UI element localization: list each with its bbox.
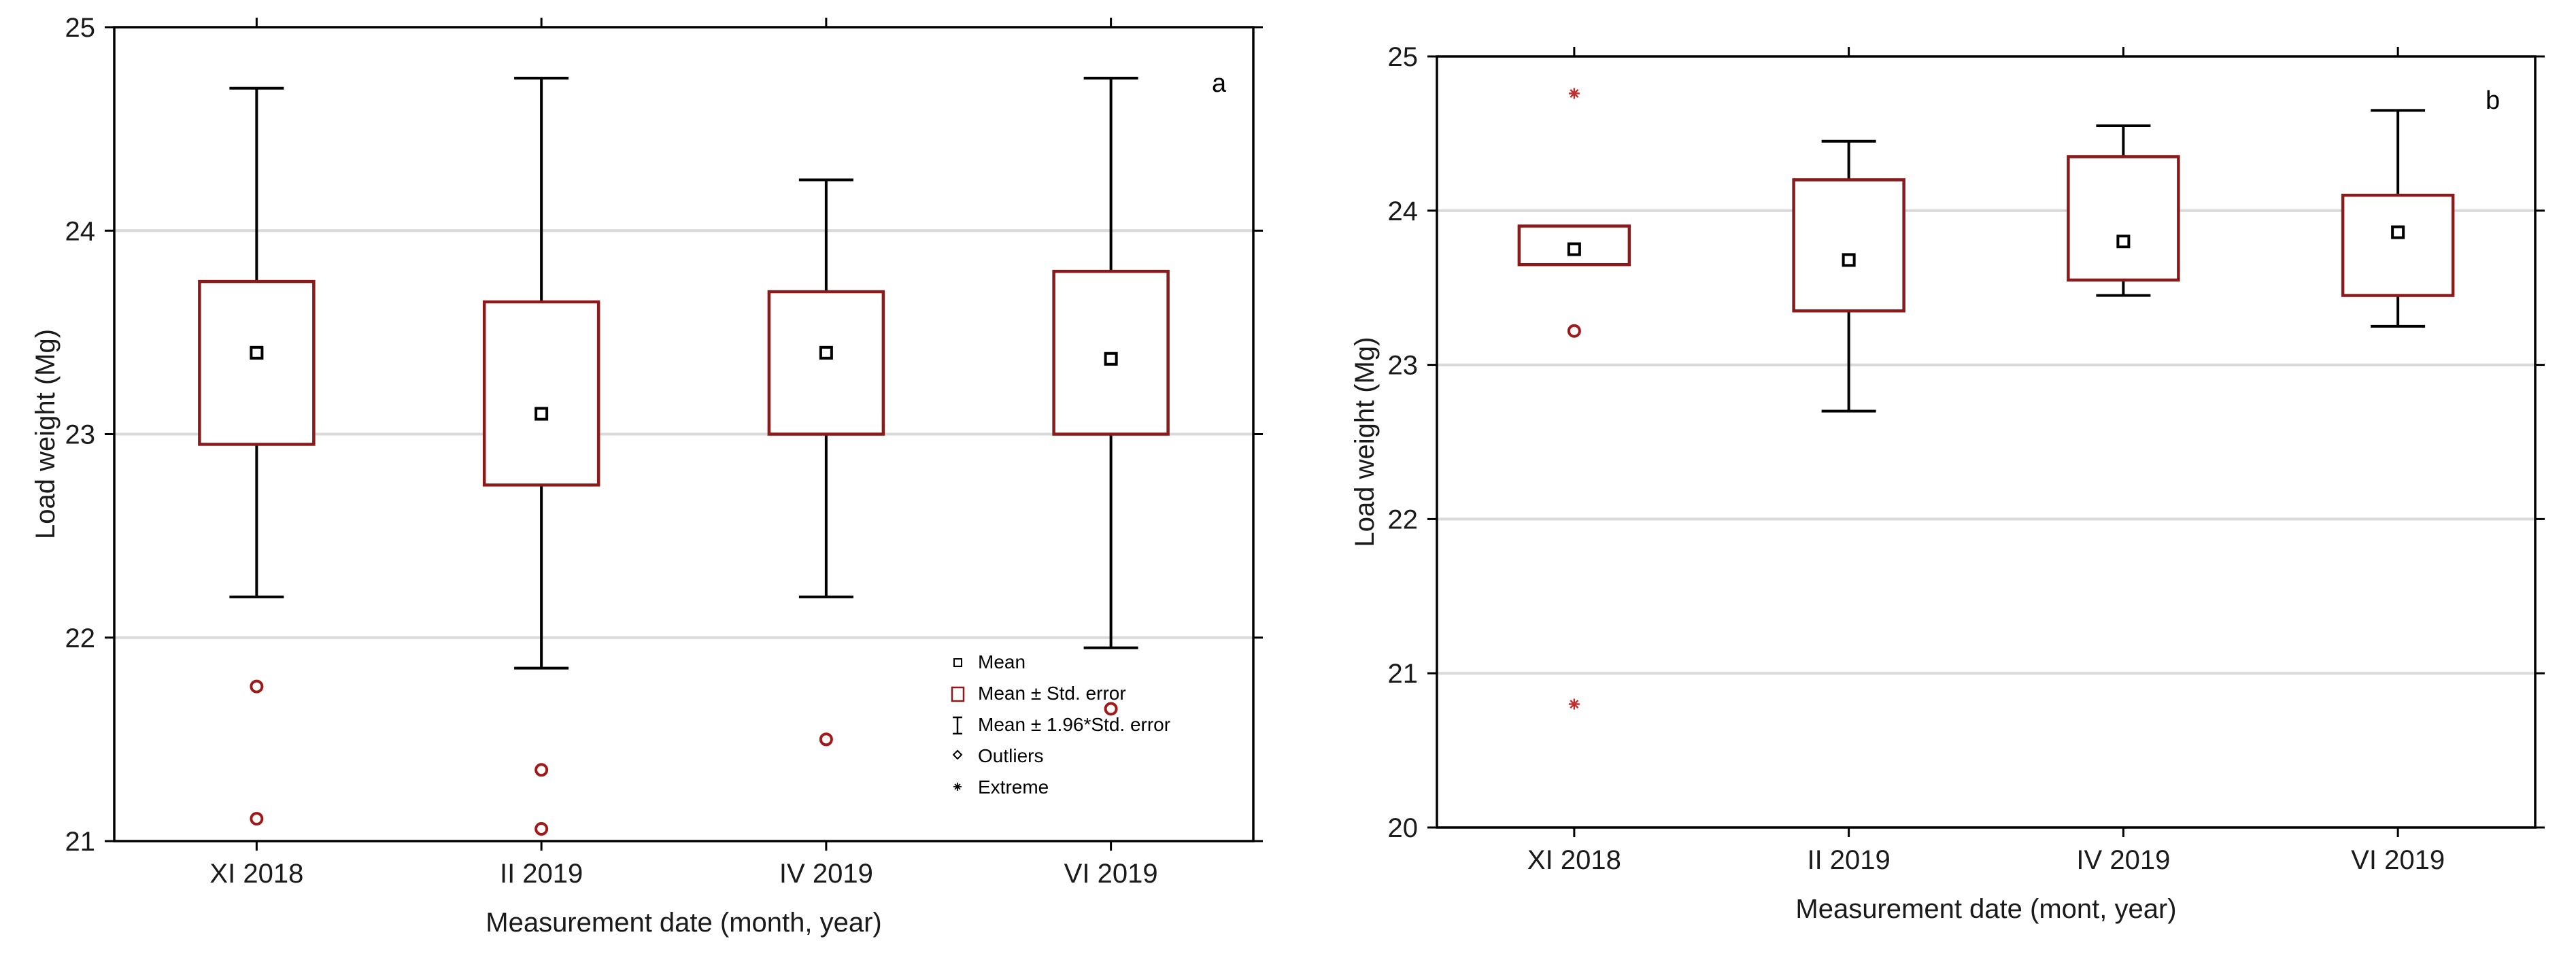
x-tick-label: XI 2018 bbox=[1527, 845, 1621, 875]
box-group bbox=[1052, 76, 1170, 716]
y-tick-label: 24 bbox=[1388, 197, 1419, 226]
legend-label: Mean ± Std. error bbox=[978, 683, 1126, 704]
axes: 21 22 23 24 25 XI 2018 II 2019 IV 2019 VI 2019 bbox=[65, 13, 1263, 889]
mean-marker bbox=[819, 345, 833, 360]
outlier-point bbox=[1567, 324, 1581, 338]
y-tick-label: 22 bbox=[65, 624, 96, 653]
y-tick-label: 25 bbox=[65, 13, 96, 43]
legend: Mean Mean ± Std. error Mean ± 1.96*Std. er… bbox=[951, 651, 1170, 798]
outlier-point bbox=[535, 763, 549, 777]
se-box bbox=[2341, 193, 2455, 297]
plot-background bbox=[1437, 56, 2535, 827]
legend-extreme-swatch bbox=[954, 783, 961, 790]
x-axis-title: Measurement date (month, year) bbox=[486, 908, 881, 938]
plot-frame bbox=[113, 26, 1255, 842]
y-axis-title: Load weight (Mg) bbox=[1350, 337, 1380, 547]
legend-item: Mean ± 1.96*Std. error bbox=[953, 714, 1170, 735]
box-group bbox=[1517, 88, 1631, 710]
outlier-point bbox=[819, 732, 833, 747]
y-tick-label: 23 bbox=[1388, 351, 1419, 381]
y-tick-label: 23 bbox=[65, 420, 96, 450]
mean-marker bbox=[1567, 242, 1581, 256]
mean-marker bbox=[1104, 352, 1118, 366]
se-box bbox=[482, 300, 600, 487]
outlier-point bbox=[250, 812, 264, 826]
legend-box-swatch bbox=[951, 686, 965, 702]
se-box bbox=[1792, 178, 1905, 313]
chart-panel-b: 20 21 22 23 24 25 XI 2018 II 2019 IV 2019 VI 2019… bbox=[1350, 42, 2545, 924]
se-box bbox=[767, 290, 885, 436]
box-group bbox=[767, 178, 885, 747]
extreme-point-stroke bbox=[1570, 88, 1579, 98]
legend-mean-swatch bbox=[953, 658, 962, 667]
panel-label: b bbox=[2486, 86, 2500, 115]
y-tick-label: 21 bbox=[65, 827, 96, 857]
x-tick-label: VI 2019 bbox=[2351, 845, 2445, 875]
se-box bbox=[2067, 155, 2180, 282]
extreme-point bbox=[1568, 698, 1580, 710]
x-tick-label: IV 2019 bbox=[2076, 845, 2170, 875]
y-tick-label: 25 bbox=[1388, 42, 1419, 72]
box-group bbox=[2067, 124, 2180, 297]
legend-label: Mean bbox=[978, 651, 1026, 672]
x-tick-label: VI 2019 bbox=[1064, 859, 1158, 889]
mean-marker bbox=[2116, 235, 2131, 249]
panel-label: a bbox=[1212, 69, 1227, 98]
legend-item: Outliers bbox=[952, 745, 1043, 766]
legend-label: Extreme bbox=[978, 776, 1049, 798]
extreme-point-stroke bbox=[1570, 700, 1579, 709]
box-marks bbox=[1517, 88, 2455, 710]
x-tick-label: II 2019 bbox=[1807, 845, 1890, 875]
mean-marker bbox=[250, 345, 264, 360]
legend-item: Mean bbox=[953, 651, 1026, 672]
y-axis-title: Load weight (Mg) bbox=[31, 329, 61, 539]
legend-label: Mean ± 1.96*Std. error bbox=[978, 714, 1170, 735]
y-tick-label: 24 bbox=[65, 216, 96, 246]
x-tick-label: XI 2018 bbox=[209, 859, 303, 889]
y-tick-label: 21 bbox=[1388, 659, 1419, 689]
mean-marker bbox=[535, 407, 549, 421]
box-group bbox=[2341, 109, 2455, 328]
box-marks bbox=[198, 76, 1170, 836]
legend-item: Mean ± Std. error bbox=[951, 683, 1126, 704]
legend-item: Extreme bbox=[953, 776, 1049, 798]
y-tick-label: 20 bbox=[1388, 813, 1419, 843]
y-tick-label: 22 bbox=[1388, 505, 1419, 534]
chart-panel-a: 21 22 23 24 25 XI 2018 II 2019 IV 2019 VI 2019 a… bbox=[31, 13, 1263, 938]
outlier-point bbox=[1104, 702, 1118, 716]
mean-marker bbox=[2391, 225, 2405, 239]
box-group bbox=[198, 86, 316, 826]
mean-marker bbox=[1842, 253, 1856, 267]
legend-outlier-swatch bbox=[952, 749, 963, 760]
x-axis-title: Measurement date (mont, year) bbox=[1795, 894, 2176, 924]
box-group bbox=[1792, 139, 1905, 413]
axes: 20 21 22 23 24 25 XI 2018 II 2019 IV 2019 VI 2019 bbox=[1388, 42, 2545, 875]
x-tick-label: IV 2019 bbox=[779, 859, 873, 889]
outlier-point bbox=[535, 822, 549, 836]
plot-frame bbox=[1436, 55, 2537, 829]
x-tick-label: II 2019 bbox=[500, 859, 583, 889]
legend-label: Outliers bbox=[978, 745, 1043, 766]
box-group bbox=[482, 76, 600, 836]
outlier-point bbox=[250, 679, 264, 694]
se-box bbox=[198, 279, 316, 446]
extreme-point bbox=[1568, 88, 1580, 99]
